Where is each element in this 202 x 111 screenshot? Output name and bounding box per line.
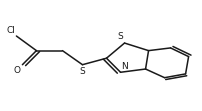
Text: Cl: Cl: [6, 27, 15, 36]
Text: O: O: [13, 66, 20, 75]
Text: S: S: [79, 67, 85, 76]
Text: S: S: [117, 32, 123, 41]
Text: N: N: [121, 62, 128, 71]
